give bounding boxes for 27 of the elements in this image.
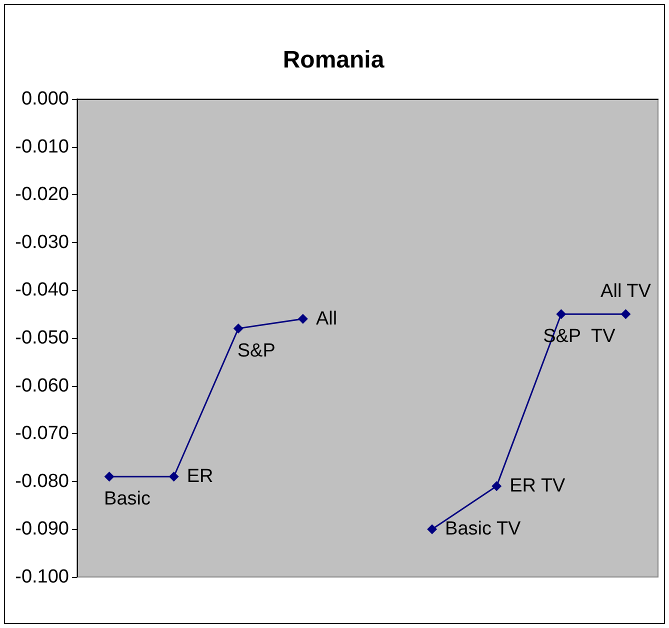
y-tick-label: -0.090	[15, 518, 69, 540]
point	[168, 472, 179, 482]
y-tick-label: -0.060	[15, 375, 69, 396]
point	[233, 323, 244, 334]
y-tick-label: -0.030	[15, 232, 69, 253]
data-label: All TV	[600, 281, 652, 302]
data-label: All	[316, 308, 338, 330]
point	[492, 481, 502, 492]
data-label: ER	[186, 466, 214, 488]
y-tick-label: -0.100	[15, 566, 69, 588]
point	[556, 309, 566, 320]
data-label: ER TV	[510, 476, 566, 497]
y-tick-label: -0.020	[15, 184, 69, 206]
chart-title: Romania	[282, 46, 385, 74]
point	[298, 314, 308, 324]
y-tick-label: -0.070	[15, 423, 69, 444]
data-label: S&P	[237, 340, 276, 362]
y-tick-label: -0.050	[15, 328, 69, 348]
point	[620, 309, 631, 320]
y-tick-label: -0.080	[15, 470, 69, 492]
y-tick-label: -0.040	[15, 280, 69, 301]
y-tick-label: -0.010	[15, 136, 69, 158]
data-label: Basic TV	[445, 518, 522, 540]
point	[427, 524, 438, 534]
point	[104, 472, 114, 482]
data-label: Basic	[104, 488, 151, 510]
y-tick-label: 0.000	[21, 88, 69, 110]
